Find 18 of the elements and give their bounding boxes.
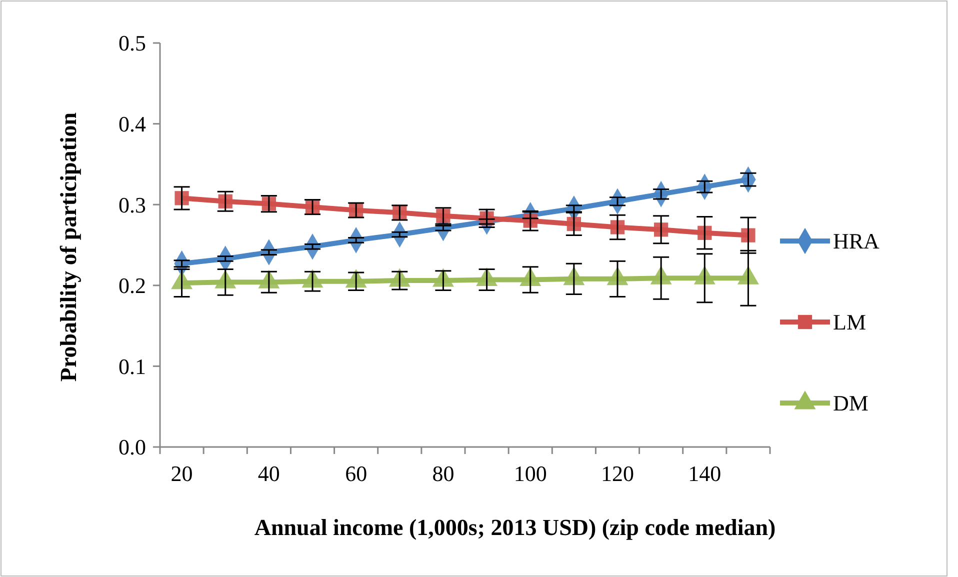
y-tick-label: 0.5 bbox=[118, 30, 146, 56]
x-tick-label: 60 bbox=[345, 461, 368, 486]
y-tick-label: 0.1 bbox=[118, 354, 146, 379]
y-tick-label: 0.3 bbox=[118, 192, 146, 218]
y-tick-label: 0.0 bbox=[118, 434, 146, 460]
y-tick-label: 0.2 bbox=[118, 273, 146, 298]
x-axis-title: Annual income (1,000s; 2013 USD) (zip code median) bbox=[254, 515, 776, 540]
legend-label: HRA bbox=[833, 228, 880, 254]
y-tick-label: 0.4 bbox=[118, 112, 146, 136]
legend-label: DM bbox=[833, 390, 868, 416]
x-tick-label: 120 bbox=[601, 461, 634, 486]
y-axis-title: Probability of participation bbox=[56, 112, 81, 382]
x-tick-label: 100 bbox=[514, 461, 547, 486]
legend-label: LM bbox=[833, 310, 866, 335]
x-tick-label: 40 bbox=[258, 461, 280, 486]
x-tick-label: 140 bbox=[688, 461, 722, 486]
x-tick-label: 20 bbox=[170, 461, 193, 486]
x-tick-label: 80 bbox=[432, 461, 454, 486]
